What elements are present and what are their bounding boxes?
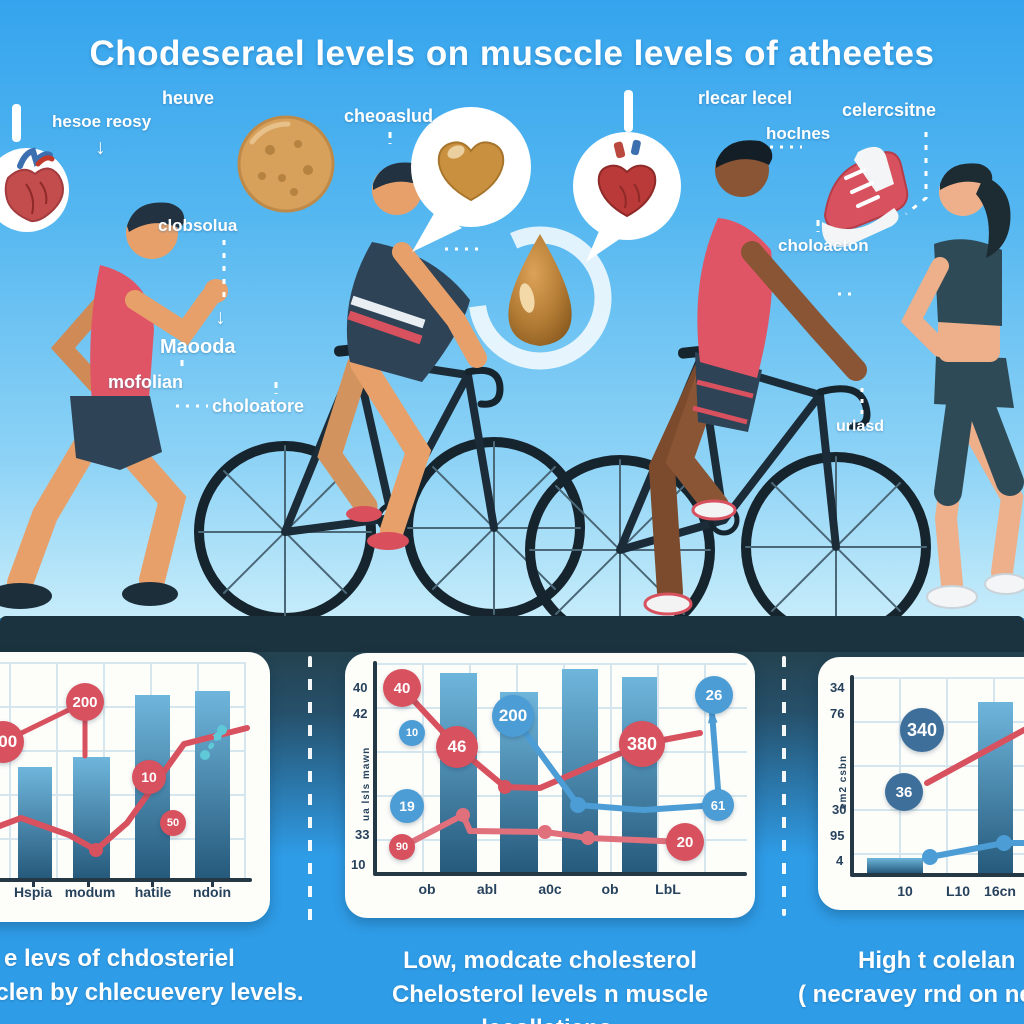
scene-label: celercsitne xyxy=(842,100,937,120)
data-badge: 340 xyxy=(900,708,944,752)
scene-label: hesoe reosy xyxy=(52,112,152,131)
x-category-label: abl xyxy=(476,881,498,897)
caption-left-line2: aclen by chlecuevery levels. xyxy=(0,979,304,1006)
x-category-label: hatile xyxy=(134,884,172,900)
data-badge: 61 xyxy=(702,789,734,821)
scene-label: Maooda xyxy=(160,336,236,358)
scene-label: choloatore xyxy=(212,396,305,416)
y-tick-label: 4 xyxy=(836,853,844,868)
x-axis xyxy=(0,878,252,882)
x-category-label: modum xyxy=(64,884,116,900)
cyclist-man-red-tank xyxy=(643,140,867,616)
axis-tick xyxy=(211,878,214,887)
chart-bar xyxy=(195,691,230,878)
y-tick-label: 42 xyxy=(353,706,368,721)
x-category-label: LbL xyxy=(655,881,681,897)
y-tick-label: 34 xyxy=(830,680,845,695)
data-badge: 40 xyxy=(383,669,421,707)
red-cycling-shoe-icon xyxy=(821,146,909,247)
white-tick-lines xyxy=(12,90,633,142)
chart-card-left: 1002001050Hspiamodumhatilendoin xyxy=(0,652,270,922)
chart-bar xyxy=(73,757,110,878)
data-badge: 10 xyxy=(132,760,166,794)
scene-label: cheoaslud xyxy=(344,106,434,126)
caption-left: e levs of chdosteriel aclen by chlecueve… xyxy=(0,942,344,1010)
caption-center-line2: Chelosterol levels n muscle lecollatiens… xyxy=(391,981,709,1024)
anatomical-heart-circle-icon xyxy=(0,147,69,232)
dashed-connectors xyxy=(176,132,928,418)
cyclist-man-navy-kit xyxy=(317,162,487,550)
chart-bar xyxy=(867,858,923,873)
data-badge: 19 xyxy=(390,789,424,823)
axis-tick xyxy=(151,878,154,887)
scene-label: mofolian xyxy=(108,372,183,392)
data-badge: 90 xyxy=(389,834,415,860)
x-category-label: ob xyxy=(601,881,619,897)
y-tick-label: 95 xyxy=(830,828,845,843)
y-tick-label: 33 xyxy=(355,827,370,842)
scene-label: hoclnes xyxy=(766,124,831,143)
x-category-label: 16cn xyxy=(984,883,1016,899)
data-badge: 50 xyxy=(160,810,186,836)
data-badge: 46 xyxy=(436,726,478,768)
y-axis xyxy=(850,675,854,875)
cookie-icon xyxy=(237,115,335,213)
y-tick-label: 30 xyxy=(832,802,847,817)
dashed-divider xyxy=(782,656,786,916)
caramel-heart-bubble-icon xyxy=(411,107,531,252)
data-badge: 26 xyxy=(695,676,733,714)
bicycle-1 xyxy=(194,342,585,623)
data-badge: 200 xyxy=(492,695,534,737)
data-badge: 36 xyxy=(885,773,923,811)
caption-center-line1: Low, modcate cholesterol xyxy=(403,947,697,974)
chart-card-center: 40 42 33 10 ua lsls mawn 40 10 46 200 19 90 380 26 61… xyxy=(345,653,755,918)
x-axis xyxy=(373,872,747,876)
data-badge: 380 xyxy=(619,721,665,767)
y-tick-label: 76 xyxy=(830,706,845,721)
caption-center: Low, modcate cholesterol Chelosterol lev… xyxy=(330,944,770,1024)
data-badge: 200 xyxy=(66,683,104,721)
illustration-scene xyxy=(0,90,1024,645)
runner-woman-dark-outfit xyxy=(900,163,1024,609)
y-tick-label: 40 xyxy=(353,680,368,695)
caption-left-line1: e levs of chdosteriel xyxy=(4,945,235,972)
anatomical-heart-bubble-icon xyxy=(573,132,681,262)
x-category-label: L10 xyxy=(945,883,971,899)
x-category-label: a0c xyxy=(538,881,562,897)
x-axis xyxy=(850,873,1024,877)
x-category-label: ndoin xyxy=(192,884,232,900)
scene-label: clobsolua xyxy=(158,216,238,235)
scene-label: ↓ xyxy=(215,306,226,329)
page-title: Chodeserael levels on musccle levels of … xyxy=(89,34,935,73)
scene-label: urlasd xyxy=(836,418,885,435)
dashed-divider xyxy=(308,656,312,922)
scene-label: heuve xyxy=(162,88,215,108)
y-tick-label: 10 xyxy=(351,857,366,872)
data-badge: 20 xyxy=(666,823,704,861)
scene-label: rlecar lecel xyxy=(698,88,793,108)
chart-bar xyxy=(440,673,477,872)
scene-label: choloacton xyxy=(778,236,869,255)
scene-label: ↓ xyxy=(95,136,106,159)
x-category-label: 10 xyxy=(897,883,913,899)
data-badge: 10 xyxy=(399,720,425,746)
y-axis xyxy=(373,661,377,874)
chart-card-right: 34 76 30 95 4 em2 csbn 340 36 10 L10 16cn xyxy=(818,657,1024,910)
ground-strip xyxy=(0,616,1024,654)
axis-tick xyxy=(87,878,90,887)
x-category-label: Hspia xyxy=(13,884,53,900)
caption-right-line2: ( necravey rnd on ne xyxy=(798,981,1024,1008)
caption-right-line1: High t colelan xyxy=(858,947,1016,974)
caption-right: High t colelan ( necravey rnd on ne xyxy=(798,944,1024,1012)
axis-tick xyxy=(32,878,35,887)
runner-man-red-tank xyxy=(0,202,228,609)
oil-droplet-ring-icon xyxy=(468,226,612,370)
x-category-label: ob xyxy=(418,881,436,897)
